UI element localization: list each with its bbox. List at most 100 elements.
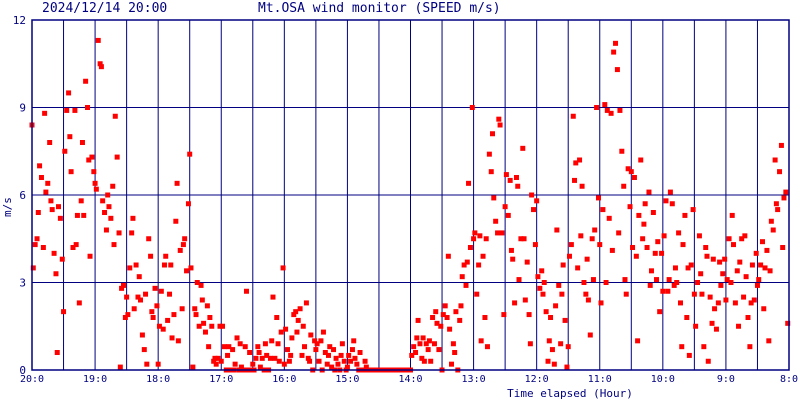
data-point bbox=[540, 291, 546, 297]
x-tick-label: 15:0 bbox=[335, 374, 359, 385]
data-point bbox=[712, 306, 718, 312]
data-point bbox=[745, 315, 751, 320]
data-point bbox=[259, 355, 265, 361]
data-point bbox=[743, 274, 749, 280]
data-point bbox=[294, 329, 300, 335]
data-point bbox=[654, 277, 660, 283]
data-point bbox=[68, 169, 74, 175]
data-point bbox=[551, 361, 557, 367]
data-point bbox=[163, 253, 169, 259]
data-point bbox=[434, 320, 440, 326]
data-point bbox=[444, 315, 450, 320]
data-point bbox=[594, 105, 600, 110]
x-tick-label: 8:0 bbox=[780, 374, 798, 385]
y-tick-label: 6 bbox=[19, 189, 26, 202]
data-point bbox=[461, 262, 467, 268]
data-point bbox=[636, 212, 642, 218]
data-point bbox=[218, 358, 224, 364]
data-point bbox=[278, 329, 284, 335]
data-point bbox=[174, 180, 180, 186]
data-point bbox=[171, 312, 177, 318]
timestamp-label: 2024/12/14 20:00 bbox=[42, 1, 167, 16]
data-point bbox=[566, 253, 572, 259]
data-point bbox=[773, 201, 779, 207]
data-point bbox=[602, 102, 608, 108]
data-point bbox=[497, 122, 503, 128]
data-point bbox=[267, 355, 273, 361]
data-point bbox=[81, 212, 87, 218]
data-point bbox=[420, 335, 426, 341]
data-point bbox=[117, 364, 123, 370]
data-point bbox=[193, 312, 199, 318]
data-point bbox=[768, 218, 774, 224]
data-point bbox=[202, 329, 208, 335]
data-point bbox=[295, 317, 301, 323]
data-point bbox=[184, 268, 190, 274]
data-point bbox=[467, 245, 473, 250]
data-point bbox=[781, 195, 787, 201]
data-point bbox=[539, 268, 545, 274]
data-point bbox=[234, 335, 240, 341]
data-point bbox=[138, 297, 144, 303]
data-point bbox=[772, 157, 778, 163]
data-point bbox=[110, 183, 116, 189]
data-point bbox=[414, 335, 420, 341]
data-point bbox=[505, 212, 511, 218]
data-point bbox=[270, 294, 276, 300]
data-point bbox=[288, 352, 294, 358]
data-point bbox=[677, 300, 683, 306]
data-point bbox=[554, 227, 560, 233]
data-point bbox=[704, 253, 710, 259]
data-point bbox=[225, 352, 231, 358]
data-point bbox=[577, 157, 583, 163]
data-point bbox=[723, 297, 729, 303]
data-point bbox=[447, 326, 453, 332]
data-point bbox=[614, 67, 620, 73]
data-point bbox=[232, 361, 238, 367]
data-point bbox=[717, 259, 723, 265]
data-point bbox=[627, 204, 633, 210]
data-point bbox=[728, 280, 734, 285]
data-point bbox=[209, 323, 215, 329]
data-point bbox=[709, 320, 715, 326]
data-point bbox=[564, 364, 570, 370]
data-point bbox=[161, 262, 167, 268]
data-point bbox=[247, 350, 253, 355]
data-point bbox=[623, 291, 629, 297]
data-point bbox=[125, 312, 131, 318]
data-point bbox=[141, 347, 147, 353]
data-point bbox=[348, 358, 354, 364]
data-point bbox=[486, 151, 492, 157]
data-point bbox=[785, 320, 791, 326]
data-point bbox=[715, 300, 721, 306]
data-point bbox=[648, 268, 654, 274]
data-point bbox=[280, 265, 286, 271]
data-point bbox=[51, 250, 57, 256]
data-point bbox=[558, 341, 564, 347]
data-point bbox=[628, 169, 634, 175]
data-point bbox=[747, 344, 753, 350]
data-point bbox=[124, 294, 130, 300]
data-point bbox=[562, 317, 568, 323]
tick-labels-layer: 0 3 6 9 12 20:0 19:0 18:0 17:0 16:0 15:0 14:0 13:0 12… bbox=[13, 14, 798, 385]
data-point bbox=[710, 256, 716, 262]
data-point bbox=[238, 364, 244, 370]
data-point bbox=[131, 306, 137, 312]
data-point bbox=[698, 271, 704, 277]
data-point bbox=[598, 300, 604, 306]
data-point bbox=[583, 291, 589, 297]
data-point bbox=[573, 160, 579, 166]
data-point bbox=[150, 315, 156, 320]
data-point bbox=[220, 323, 226, 329]
data-point bbox=[650, 210, 656, 215]
data-point bbox=[207, 315, 213, 320]
data-point bbox=[442, 303, 448, 309]
data-point bbox=[642, 201, 648, 207]
data-point bbox=[659, 250, 665, 256]
data-point bbox=[464, 259, 470, 265]
data-point bbox=[754, 282, 760, 288]
data-point bbox=[749, 262, 755, 268]
y-tick-label: 9 bbox=[19, 102, 26, 115]
data-point bbox=[548, 315, 554, 320]
data-point bbox=[61, 309, 67, 315]
